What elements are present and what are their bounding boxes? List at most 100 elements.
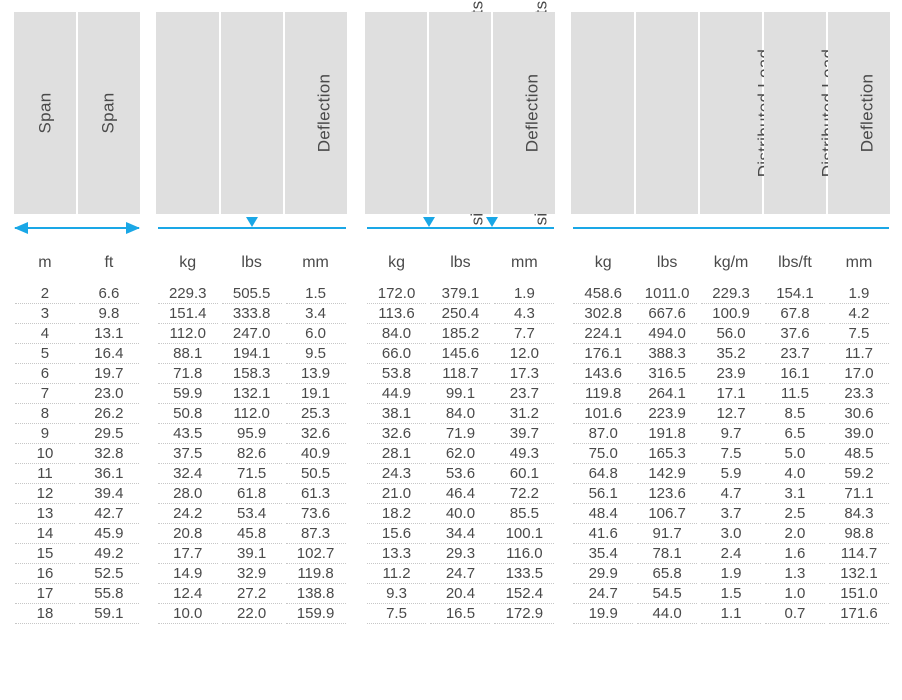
gap xyxy=(348,504,365,524)
cell: 154.1 xyxy=(763,284,827,304)
cell: 49.3 xyxy=(492,444,556,464)
cell: 78.1 xyxy=(635,544,699,564)
gap xyxy=(348,564,365,584)
cell: 39.1 xyxy=(220,544,284,564)
cell: 32.9 xyxy=(220,564,284,584)
cell: 1.0 xyxy=(763,584,827,604)
cell: 4.0 xyxy=(763,464,827,484)
cell: 11 xyxy=(13,464,77,484)
cell: 4.2 xyxy=(827,304,891,324)
cell: 71.1 xyxy=(827,484,891,504)
cell: 49.2 xyxy=(77,544,141,564)
cell: 5 xyxy=(13,344,77,364)
cell: 16.4 xyxy=(77,344,141,364)
cell: 17.1 xyxy=(699,384,763,404)
cell: 71.5 xyxy=(220,464,284,484)
gap xyxy=(348,324,365,344)
unit: lbs xyxy=(220,242,284,284)
cell: 14.9 xyxy=(156,564,220,584)
cell: 7.5 xyxy=(365,604,429,624)
cell: 229.3 xyxy=(156,284,220,304)
cell: 12.0 xyxy=(492,344,556,364)
cell: 40.0 xyxy=(428,504,492,524)
gap xyxy=(141,524,156,544)
cell: 59.2 xyxy=(827,464,891,484)
cell: 17.3 xyxy=(492,364,556,384)
cell: 1.1 xyxy=(699,604,763,624)
unit: mm xyxy=(284,242,348,284)
cell: 26.2 xyxy=(77,404,141,424)
cell: 32.6 xyxy=(284,424,348,444)
cell: 7.5 xyxy=(699,444,763,464)
table-row: 1342.724.253.473.618.240.085.548.4106.73… xyxy=(13,504,891,524)
gap xyxy=(348,404,365,424)
cell: 87.3 xyxy=(284,524,348,544)
cell: 55.8 xyxy=(77,584,141,604)
cell: 250.4 xyxy=(428,304,492,324)
cell: 2.0 xyxy=(763,524,827,544)
gap xyxy=(348,544,365,564)
cell: 152.4 xyxy=(492,584,556,604)
cell: 101.6 xyxy=(571,404,635,424)
gap xyxy=(141,564,156,584)
cell: 7.5 xyxy=(827,324,891,344)
cell: 23.3 xyxy=(827,384,891,404)
cell: 91.7 xyxy=(635,524,699,544)
cell: 458.6 xyxy=(571,284,635,304)
cell: 172.0 xyxy=(365,284,429,304)
unit: kg xyxy=(571,242,635,284)
cell: 13.3 xyxy=(365,544,429,564)
load-table: Span Span Central Single Load Central Si… xyxy=(12,12,892,624)
cell: 7.7 xyxy=(492,324,556,344)
cell: 16 xyxy=(13,564,77,584)
hdr-third-defl: Deflection xyxy=(492,12,556,214)
cell: 116.0 xyxy=(492,544,556,564)
cell: 45.8 xyxy=(220,524,284,544)
gap xyxy=(556,584,571,604)
gap xyxy=(141,604,156,624)
gap xyxy=(348,12,365,214)
gap xyxy=(141,324,156,344)
cell: 98.8 xyxy=(827,524,891,544)
cell: 44.9 xyxy=(365,384,429,404)
cell: 12.7 xyxy=(699,404,763,424)
gap xyxy=(141,284,156,304)
cell: 1.5 xyxy=(699,584,763,604)
cell: 1.9 xyxy=(699,564,763,584)
gap xyxy=(348,464,365,484)
cell: 118.7 xyxy=(428,364,492,384)
unit: kg xyxy=(365,242,429,284)
cell: 0.7 xyxy=(763,604,827,624)
cell: 71.9 xyxy=(428,424,492,444)
cell: 194.1 xyxy=(220,344,284,364)
cell: 247.0 xyxy=(220,324,284,344)
cell: 38.1 xyxy=(365,404,429,424)
cell: 388.3 xyxy=(635,344,699,364)
cell: 71.8 xyxy=(156,364,220,384)
gap xyxy=(556,544,571,564)
cell: 119.8 xyxy=(571,384,635,404)
table-row: 929.543.595.932.632.671.939.787.0191.89.… xyxy=(13,424,891,444)
cell: 12 xyxy=(13,484,77,504)
gap xyxy=(141,544,156,564)
cell: 24.7 xyxy=(428,564,492,584)
cell: 17.7 xyxy=(156,544,220,564)
cell: 142.9 xyxy=(635,464,699,484)
cell: 10.0 xyxy=(156,604,220,624)
gap xyxy=(556,364,571,384)
cell: 65.8 xyxy=(635,564,699,584)
unit: kg/m xyxy=(699,242,763,284)
gap xyxy=(141,484,156,504)
gap xyxy=(348,384,365,404)
cell: 46.4 xyxy=(428,484,492,504)
cell: 102.7 xyxy=(284,544,348,564)
cell: 3.1 xyxy=(763,484,827,504)
unit: lbs/ft xyxy=(763,242,827,284)
cell: 2.5 xyxy=(763,504,827,524)
gap xyxy=(348,604,365,624)
gap xyxy=(556,384,571,404)
cell: 151.4 xyxy=(156,304,220,324)
gap xyxy=(556,424,571,444)
cell: 145.6 xyxy=(428,344,492,364)
cell: 42.7 xyxy=(77,504,141,524)
